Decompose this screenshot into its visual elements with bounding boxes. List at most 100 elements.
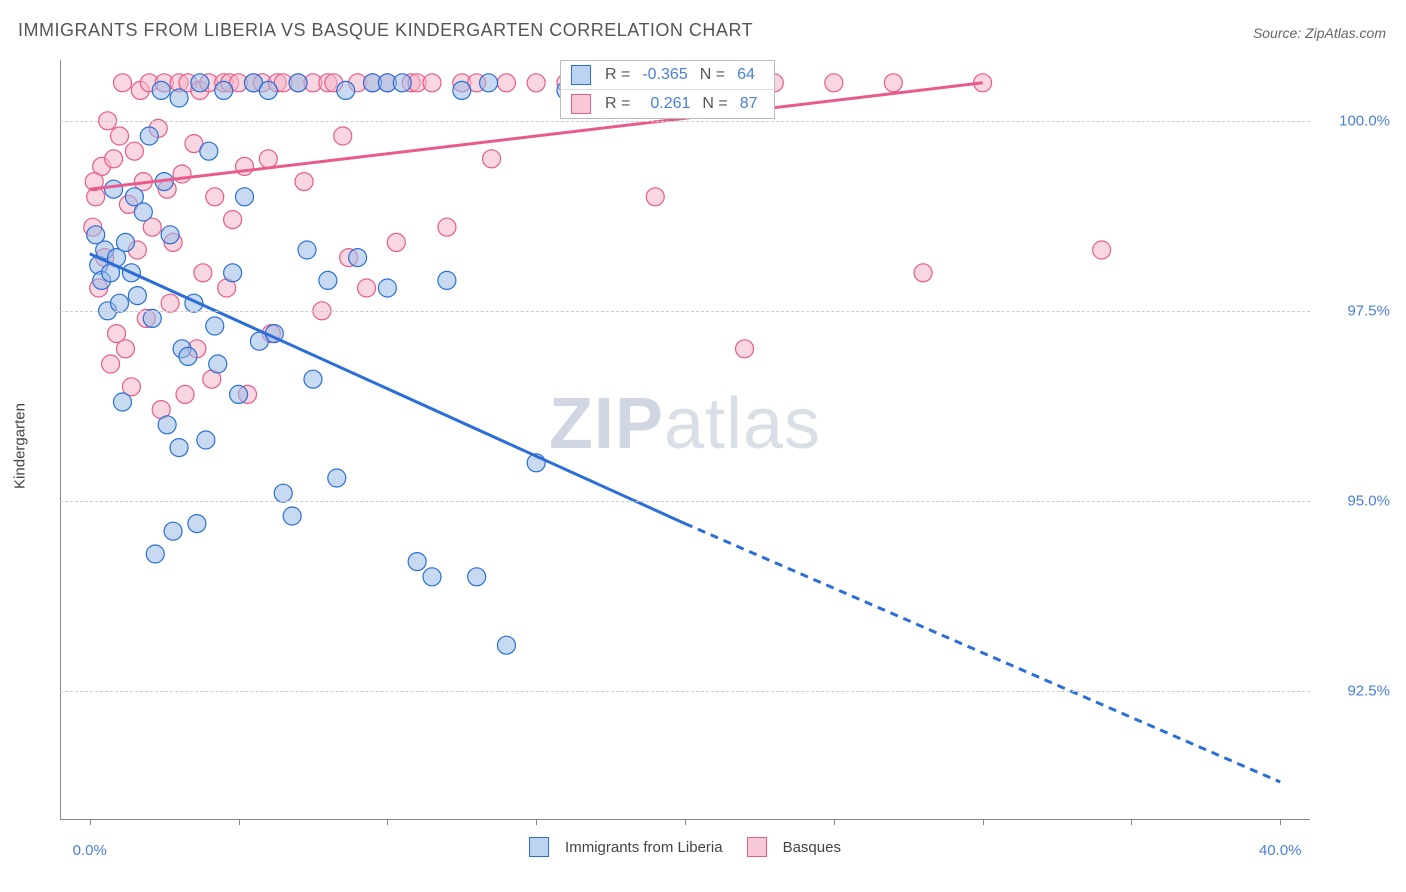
data-point	[283, 507, 301, 525]
correlation-legend: R = -0.365 N = 64 R = 0.261 N = 87	[560, 60, 775, 119]
data-point	[825, 74, 843, 92]
x-tick	[387, 819, 388, 825]
legend-label-basques: Basques	[783, 839, 841, 856]
gridline	[60, 691, 1310, 692]
y-axis-label: Kindergarten	[12, 403, 29, 489]
plot-area: ZIPatlas R = -0.365 N = 64 R = 0.261 N =…	[60, 60, 1310, 820]
data-point	[179, 347, 197, 365]
data-point	[146, 545, 164, 563]
x-tick	[239, 819, 240, 825]
swatch-basques-bottom	[747, 837, 767, 857]
data-point	[116, 340, 134, 358]
data-point	[423, 568, 441, 586]
n-value-basques: 87	[734, 95, 764, 113]
data-point	[116, 233, 134, 251]
swatch-liberia-bottom	[529, 837, 549, 857]
data-point	[328, 469, 346, 487]
data-point	[259, 81, 277, 99]
data-point	[105, 180, 123, 198]
data-point	[209, 355, 227, 373]
data-point	[408, 553, 426, 571]
gridline	[60, 311, 1310, 312]
legend-label-liberia: Immigrants from Liberia	[565, 839, 723, 856]
data-point	[191, 74, 209, 92]
data-point	[358, 279, 376, 297]
data-point	[387, 233, 405, 251]
data-point	[87, 226, 105, 244]
data-point	[170, 439, 188, 457]
data-point	[158, 416, 176, 434]
data-point	[289, 74, 307, 92]
data-point	[128, 287, 146, 305]
data-point	[140, 127, 158, 145]
data-point	[164, 522, 182, 540]
data-point	[423, 74, 441, 92]
data-point	[230, 385, 248, 403]
data-point	[337, 81, 355, 99]
source-label: Source:	[1253, 25, 1301, 41]
x-tick	[1131, 819, 1132, 825]
n-label: N =	[700, 66, 725, 84]
data-point	[646, 188, 664, 206]
legend-row-basques: R = 0.261 N = 87	[561, 90, 774, 118]
data-point	[111, 294, 129, 312]
data-point	[105, 150, 123, 168]
data-point	[274, 484, 292, 502]
x-tick	[983, 819, 984, 825]
data-point	[125, 142, 143, 160]
plot-svg	[60, 60, 1310, 819]
r-value-basques: 0.261	[636, 95, 696, 113]
data-point	[236, 188, 254, 206]
x-tick-label: 0.0%	[73, 842, 107, 859]
data-point	[102, 355, 120, 373]
data-point	[334, 127, 352, 145]
data-point	[884, 74, 902, 92]
data-point	[497, 74, 515, 92]
x-tick	[685, 819, 686, 825]
series-legend: Immigrants from Liberia Basques	[529, 837, 841, 857]
legend-item-liberia: Immigrants from Liberia	[529, 837, 723, 857]
data-point	[200, 142, 218, 160]
r-label: R =	[605, 66, 630, 84]
data-point	[259, 150, 277, 168]
y-tick-label: 100.0%	[1320, 112, 1390, 129]
data-point	[197, 431, 215, 449]
r-value-liberia: -0.365	[636, 66, 693, 84]
data-point	[134, 203, 152, 221]
data-point	[111, 127, 129, 145]
swatch-basques	[571, 94, 591, 114]
trend-line	[685, 524, 1280, 782]
chart-title: IMMIGRANTS FROM LIBERIA VS BASQUE KINDER…	[18, 20, 753, 41]
legend-item-basques: Basques	[747, 837, 841, 857]
data-point	[453, 81, 471, 99]
gridline	[60, 501, 1310, 502]
y-tick-label: 97.5%	[1320, 302, 1390, 319]
data-point	[114, 393, 132, 411]
data-point	[161, 294, 179, 312]
data-point	[152, 81, 170, 99]
data-point	[194, 264, 212, 282]
data-point	[224, 211, 242, 229]
x-tick-label: 40.0%	[1259, 842, 1302, 859]
data-point	[161, 226, 179, 244]
n-label: N =	[702, 95, 727, 113]
data-point	[143, 309, 161, 327]
data-point	[914, 264, 932, 282]
r-label: R =	[605, 95, 630, 113]
data-point	[224, 264, 242, 282]
data-point	[480, 74, 498, 92]
data-point	[114, 74, 132, 92]
x-tick	[536, 819, 537, 825]
data-point	[468, 568, 486, 586]
swatch-liberia	[571, 65, 591, 85]
data-point	[188, 515, 206, 533]
data-point	[170, 89, 188, 107]
y-tick-label: 95.0%	[1320, 492, 1390, 509]
data-point	[527, 74, 545, 92]
source-attribution: Source: ZipAtlas.com	[1253, 25, 1386, 41]
data-point	[349, 249, 367, 267]
legend-row-liberia: R = -0.365 N = 64	[561, 61, 774, 90]
x-tick	[1280, 819, 1281, 825]
data-point	[736, 340, 754, 358]
data-point	[295, 173, 313, 191]
